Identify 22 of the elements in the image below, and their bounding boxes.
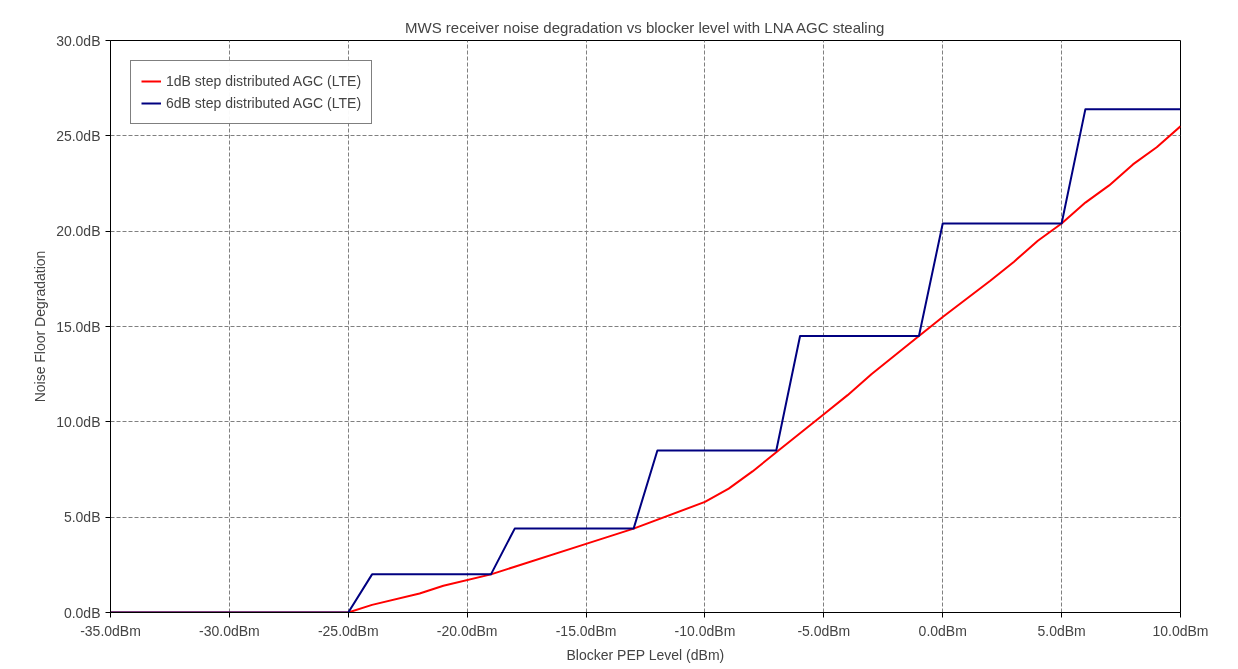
x-tick-label: 10.0dBm	[1152, 622, 1209, 639]
x-tick-label: -25.0dBm	[317, 622, 379, 639]
y-tick-label: 20.0dB	[56, 223, 101, 240]
x-axis-title: Blocker PEP Level (dBm)	[566, 646, 725, 663]
y-tick-label: 0.0dB	[63, 604, 101, 621]
legend-label: 6dB step distributed AGC (LTE)	[166, 95, 362, 111]
y-tick-label: 15.0dB	[56, 318, 101, 335]
x-tick-label: 5.0dBm	[1037, 622, 1086, 639]
y-tick-label: 5.0dB	[63, 509, 101, 526]
x-tick-label: -20.0dBm	[436, 622, 498, 639]
x-tick-label: -5.0dBm	[797, 622, 851, 639]
x-tick-label: -30.0dBm	[199, 622, 260, 639]
chart-title: MWS receiver noise degradation vs blocker level with LNA AGC stealing	[404, 18, 885, 36]
y-axis-title: Noise Floor Degradation	[32, 250, 49, 403]
y-tick-label: 30.0dB	[56, 32, 101, 49]
y-tick-label: 25.0dB	[56, 127, 101, 144]
x-tick-label: -10.0dBm	[674, 622, 736, 639]
y-tick-label: 10.0dB	[56, 413, 101, 430]
x-tick-label: -15.0dBm	[555, 622, 617, 639]
legend-label: 1dB step distributed AGC (LTE)	[166, 73, 362, 89]
x-tick-label: -35.0dBm	[80, 622, 141, 639]
x-tick-label: 0.0dBm	[918, 622, 967, 639]
